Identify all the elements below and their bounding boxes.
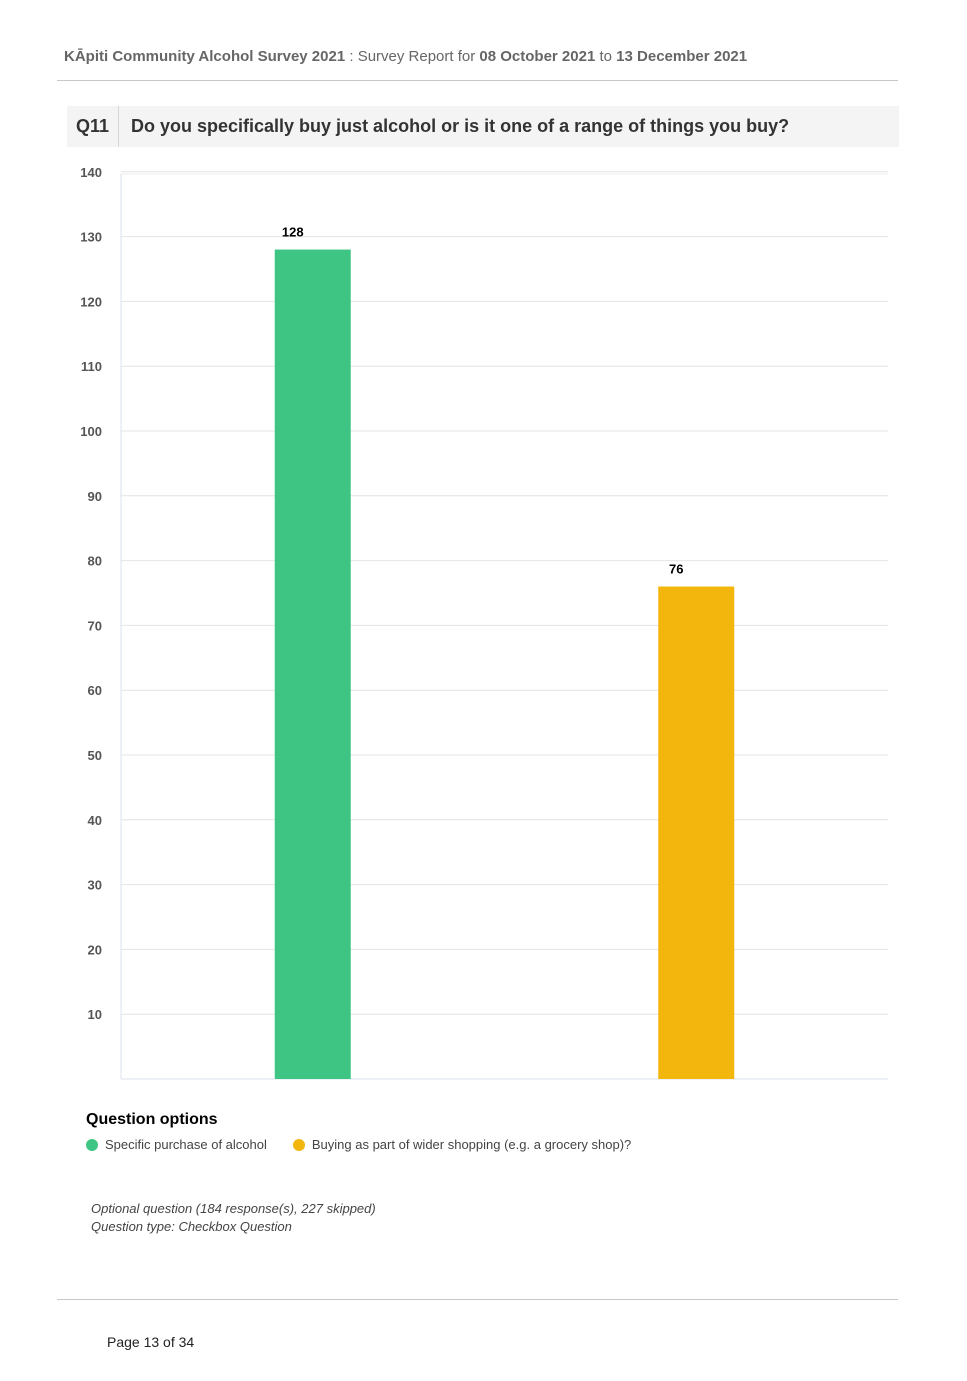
legend-dot-alcohol <box>86 1138 98 1151</box>
report-label: Survey Report for <box>357 48 480 65</box>
data-label-2: 76 <box>669 562 683 577</box>
optional-note: Optional question (184 response(s), 227 … <box>91 1201 376 1216</box>
page-number: Page 13 of 34 <box>107 1334 195 1350</box>
y-tick-label-50: 50 <box>88 748 102 763</box>
report-header: KĀpiti Community Alcohol Survey 2021 : S… <box>64 48 747 65</box>
question-number: Q11 <box>67 106 119 147</box>
y-tick-label-20: 20 <box>88 942 102 957</box>
y-tick-label-10: 10 <box>88 1007 102 1022</box>
y-tick-label-80: 80 <box>88 554 102 569</box>
bar-2 <box>658 586 735 1079</box>
y-tick-label-120: 120 <box>80 294 102 309</box>
legend-item-alcohol: Specific purchase of alcohol <box>86 1137 267 1152</box>
question-type-note: Question type: Checkbox Question <box>91 1219 292 1234</box>
y-tick-label-130: 130 <box>80 230 102 245</box>
legend: Specific purchase of alcohol Buying as p… <box>86 1137 657 1152</box>
data-label-1: 128 <box>282 225 304 240</box>
y-tick-label-90: 90 <box>88 489 102 504</box>
question-bar: Q11 Do you specifically buy just alcohol… <box>67 106 899 147</box>
y-tick-label-60: 60 <box>88 683 102 698</box>
legend-label-alcohol: Specific purchase of alcohol <box>105 1137 267 1152</box>
date-from: 08 October 2021 <box>479 48 596 65</box>
header-divider <box>57 80 898 81</box>
to-label: to <box>595 48 617 65</box>
y-tick-label-40: 40 <box>88 813 102 828</box>
question-text: Do you specifically buy just alcohol or … <box>131 116 790 136</box>
y-tick-label-140: 140 <box>80 165 102 180</box>
header-separator: : <box>345 48 358 65</box>
y-tick-label-110: 110 <box>81 359 102 374</box>
y-tick-label-70: 70 <box>88 618 102 633</box>
footer-divider <box>57 1299 898 1300</box>
y-tick-label-100: 100 <box>80 424 102 439</box>
legend-title: Question options <box>86 1111 218 1128</box>
legend-dot-wider-shopping <box>292 1138 305 1151</box>
survey-title: KĀpiti Community Alcohol Survey 2021 <box>64 48 346 65</box>
y-tick-label-30: 30 <box>88 878 102 893</box>
legend-item-wider-shopping: Buying as part of wider shopping (e.g. a… <box>292 1137 632 1152</box>
bar-1 <box>274 249 351 1079</box>
date-to: 13 December 2021 <box>616 48 748 65</box>
legend-label-wider-shopping: Buying as part of wider shopping (e.g. a… <box>311 1137 632 1152</box>
bar-chart: 10 20 30 40 50 60 70 80 90 100 110 120 130 140 128 76 <box>80 165 888 1080</box>
